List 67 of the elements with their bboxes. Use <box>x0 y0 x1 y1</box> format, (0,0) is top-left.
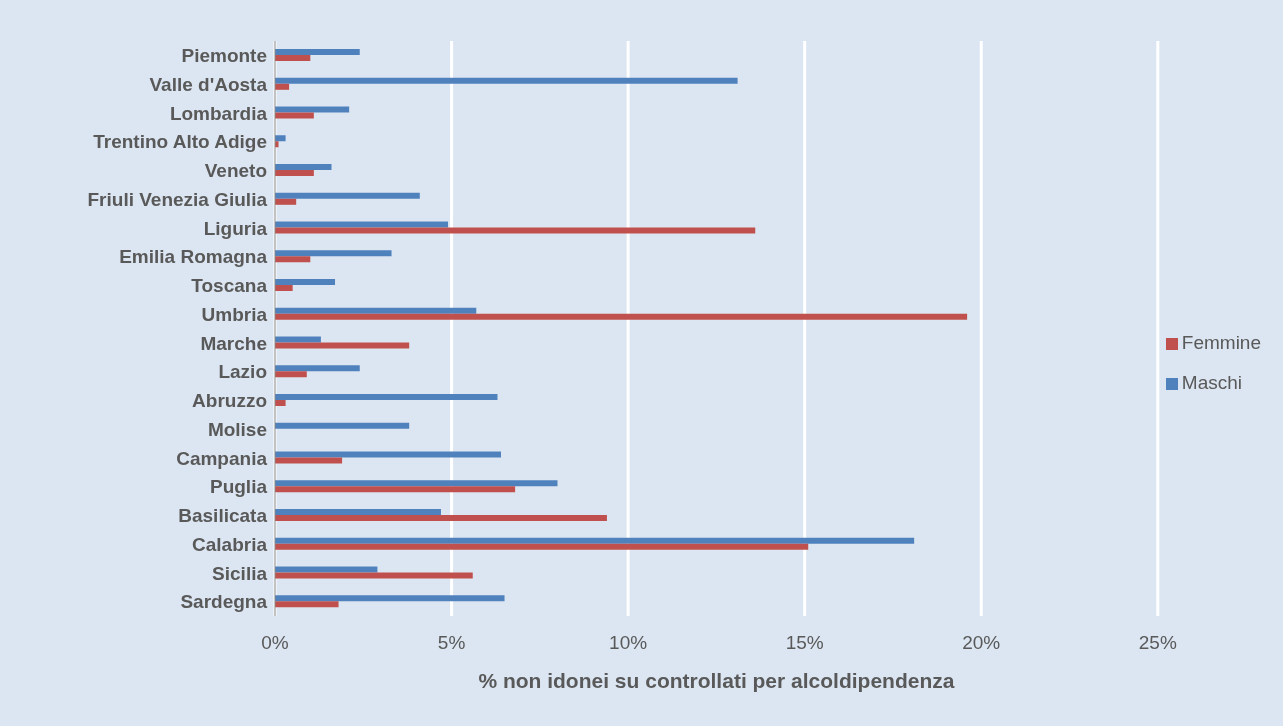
y-tick-label: Lazio <box>218 361 267 383</box>
y-tick-label: Marche <box>200 332 267 354</box>
y-tick-label: Abruzzo <box>192 390 267 412</box>
bar <box>275 601 339 608</box>
bar <box>275 457 343 464</box>
bar <box>275 164 332 171</box>
legend-label: Femmine <box>1181 332 1261 353</box>
bar <box>275 221 449 228</box>
bar <box>275 566 378 573</box>
bar <box>275 49 360 56</box>
y-tick-label: Toscana <box>191 275 268 297</box>
y-tick-label: Trentino Alto Adige <box>93 131 267 153</box>
bar <box>275 509 441 516</box>
y-tick-label: Liguria <box>203 217 268 239</box>
bar <box>275 486 516 493</box>
bar <box>275 198 297 205</box>
bar <box>275 106 350 113</box>
bar <box>275 422 410 429</box>
x-tick-label: 20% <box>962 632 1001 654</box>
bar <box>275 515 607 522</box>
bar <box>275 279 336 286</box>
bar <box>275 400 286 407</box>
x-axis-title: % non idonei su controllati per alcoldipendenza <box>478 669 955 692</box>
x-tick-label: 25% <box>1138 632 1177 654</box>
y-tick-label: Calabria <box>192 533 268 555</box>
y-tick-label: Campania <box>176 447 268 469</box>
bar <box>275 170 314 177</box>
y-tick-label: Umbria <box>201 303 268 325</box>
bar <box>275 365 360 372</box>
y-tick-label: Molise <box>207 418 267 440</box>
bar <box>275 55 311 62</box>
bar <box>275 83 290 90</box>
x-tick-label: 15% <box>785 632 824 654</box>
bar <box>275 112 314 119</box>
y-tick-label: Friuli Venezia Giulia <box>87 188 268 210</box>
y-tick-label: Sicilia <box>212 562 268 584</box>
bar <box>275 285 293 292</box>
bar <box>275 572 473 579</box>
bar <box>275 342 410 349</box>
y-tick-label: Lombardia <box>169 102 268 124</box>
bar <box>275 595 505 602</box>
bar <box>275 543 809 550</box>
x-tick-label: 10% <box>609 632 648 654</box>
bar <box>275 192 420 199</box>
bar <box>275 307 477 314</box>
y-tick-label: Puglia <box>209 476 268 498</box>
y-tick-label: Emilia Romagna <box>119 246 268 268</box>
y-tick-label: Sardegna <box>180 591 268 613</box>
bar <box>275 77 738 84</box>
bar <box>275 451 501 458</box>
bar <box>275 480 558 487</box>
y-tick-label: Veneto <box>204 160 267 182</box>
x-tick-label: 0% <box>261 632 289 654</box>
bar <box>275 250 392 257</box>
bar <box>275 135 286 142</box>
bar <box>275 371 307 378</box>
y-tick-label: Piemonte <box>181 45 267 67</box>
bar <box>275 313 968 320</box>
bar <box>275 256 311 263</box>
bar <box>275 227 756 234</box>
bar <box>275 336 321 343</box>
x-tick-label: 5% <box>437 632 466 654</box>
legend-label: Maschi <box>1181 372 1242 393</box>
y-tick-label: Valle d'Aosta <box>149 73 268 95</box>
y-tick-label: Basilicata <box>178 505 268 527</box>
bar <box>275 394 498 401</box>
bar <box>275 537 915 544</box>
